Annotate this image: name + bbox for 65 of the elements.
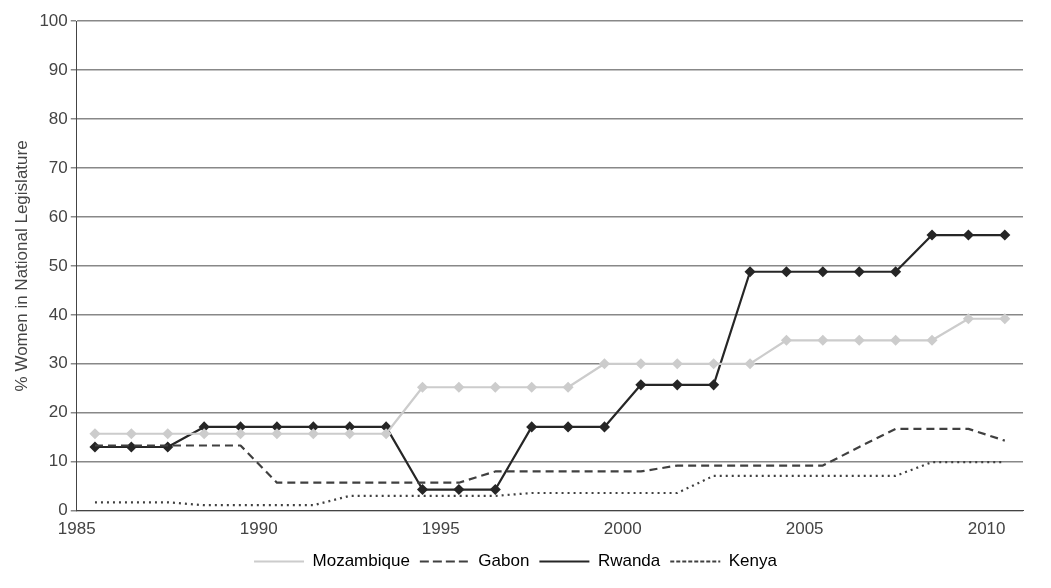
y-tick-label: 90 bbox=[48, 59, 68, 79]
point bbox=[308, 428, 319, 439]
y-tick-label: 20 bbox=[48, 402, 68, 422]
x-tick-label: 2010 bbox=[967, 519, 1006, 539]
point bbox=[926, 229, 938, 241]
point bbox=[344, 428, 355, 439]
y-tick-label: 10 bbox=[48, 451, 68, 471]
point bbox=[963, 229, 974, 241]
point bbox=[599, 358, 610, 369]
point bbox=[708, 358, 719, 369]
point bbox=[235, 428, 246, 439]
x-tick-label: 1995 bbox=[421, 519, 460, 539]
point bbox=[490, 382, 501, 393]
point bbox=[781, 335, 792, 346]
point bbox=[708, 379, 719, 390]
legend-label: Mozambique bbox=[312, 551, 410, 571]
point bbox=[126, 428, 137, 439]
point bbox=[890, 266, 901, 277]
y-axis-title: % Women in National Legislature bbox=[11, 140, 31, 392]
y-tick-label: 0 bbox=[58, 500, 68, 520]
x-tick-label: 2000 bbox=[603, 519, 642, 539]
legend-label: Rwanda bbox=[597, 551, 661, 571]
y-tick-label: 80 bbox=[48, 108, 68, 128]
point bbox=[744, 266, 756, 277]
point bbox=[526, 382, 537, 393]
point bbox=[854, 335, 865, 346]
point bbox=[890, 335, 901, 346]
point bbox=[817, 335, 828, 346]
y-tick-label: 70 bbox=[48, 157, 68, 177]
point bbox=[526, 421, 537, 433]
point bbox=[562, 382, 574, 393]
point bbox=[854, 266, 865, 277]
legend-label: Kenya bbox=[728, 551, 778, 571]
point bbox=[490, 484, 501, 495]
x-tick-label: 1990 bbox=[239, 519, 278, 539]
point bbox=[635, 358, 646, 369]
point bbox=[381, 428, 392, 439]
point bbox=[999, 313, 1010, 324]
y-tick-label: 100 bbox=[39, 10, 68, 30]
y-tick-label: 30 bbox=[48, 353, 68, 373]
point bbox=[817, 266, 828, 277]
point bbox=[453, 484, 464, 495]
legend-label: Gabon bbox=[478, 551, 530, 571]
point bbox=[562, 421, 574, 433]
point bbox=[635, 379, 646, 390]
point bbox=[162, 428, 173, 439]
point bbox=[271, 428, 283, 439]
point bbox=[672, 358, 683, 369]
y-tick-label: 60 bbox=[48, 206, 68, 226]
point bbox=[89, 428, 101, 439]
point bbox=[417, 382, 428, 393]
point bbox=[672, 379, 683, 390]
point bbox=[599, 421, 610, 433]
y-tick-label: 50 bbox=[48, 255, 68, 275]
y-tick-label: 40 bbox=[48, 304, 68, 324]
point bbox=[199, 428, 210, 439]
point bbox=[926, 335, 938, 346]
point bbox=[417, 484, 428, 495]
point bbox=[744, 358, 756, 369]
x-tick-label: 1985 bbox=[57, 519, 96, 539]
point bbox=[999, 229, 1010, 241]
point bbox=[963, 313, 974, 324]
x-tick-label: 2005 bbox=[785, 519, 824, 539]
point bbox=[781, 266, 792, 277]
point bbox=[453, 382, 464, 393]
